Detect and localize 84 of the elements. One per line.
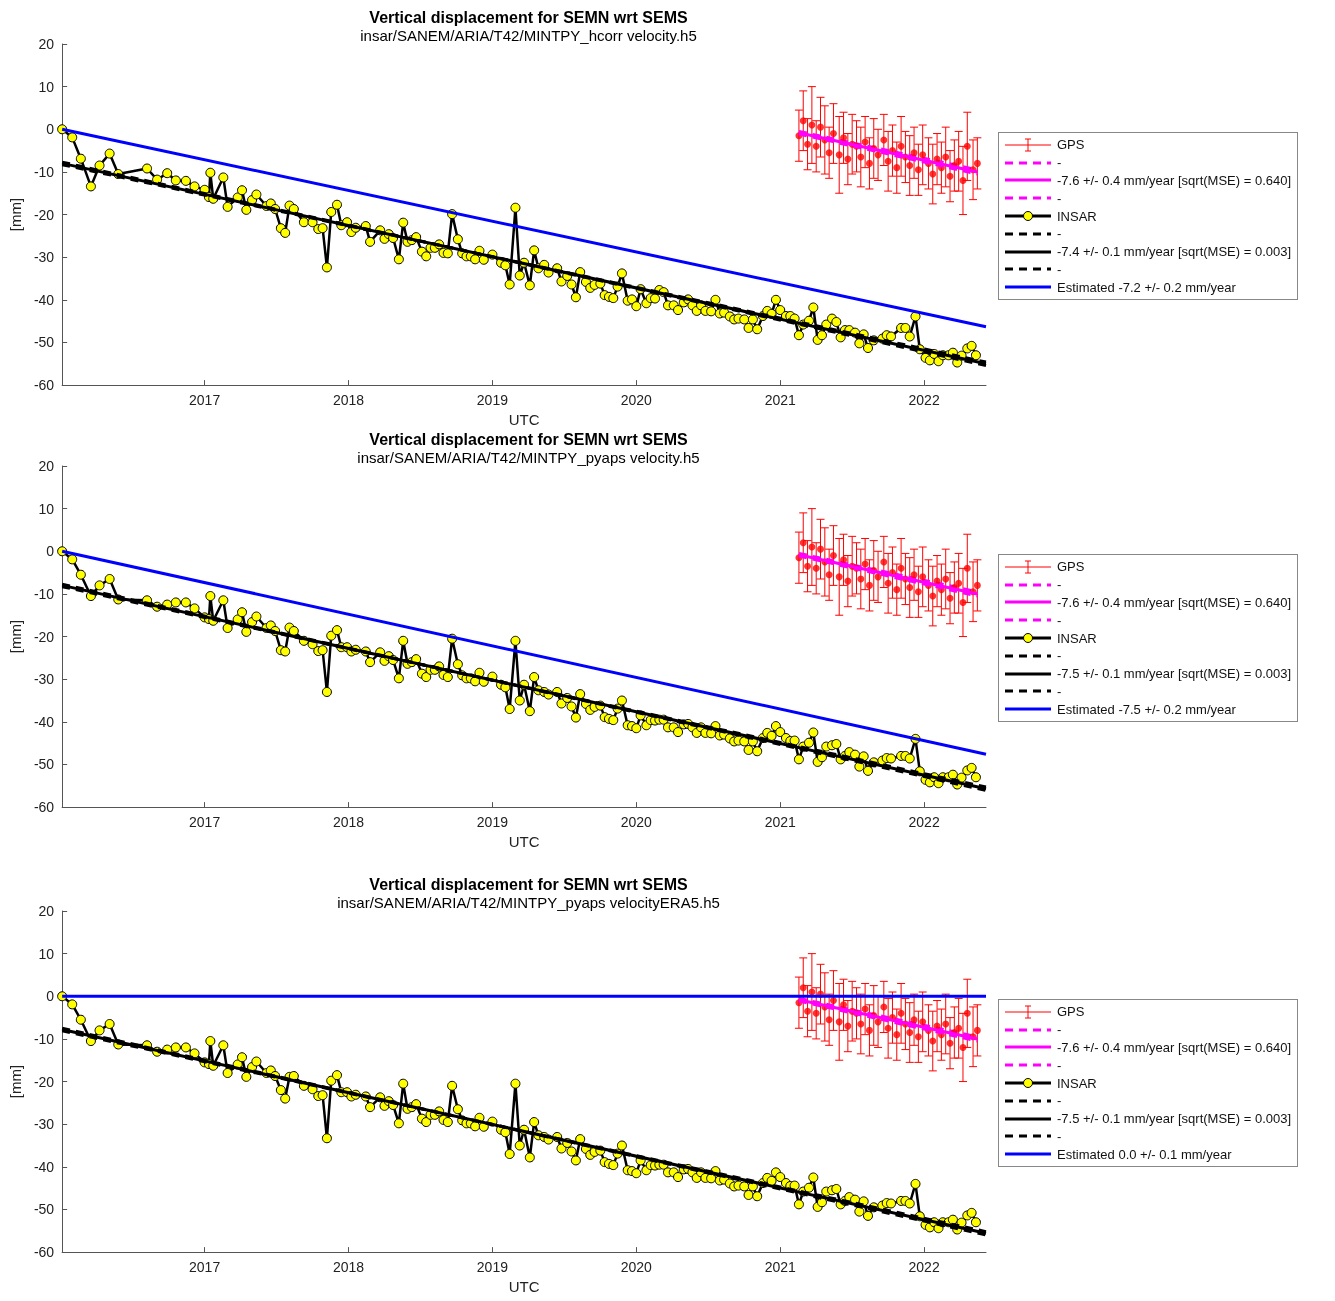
y-tick-label: -20 (33, 1073, 55, 1090)
y-tick-label: -10 (33, 1030, 55, 1047)
legend-label: GPS (1057, 1004, 1085, 1020)
y-axis-title: [mm] (7, 197, 24, 232)
legend-label: - (1057, 577, 1062, 593)
chart-title: Vertical displacement for SEMN wrt SEMS (369, 430, 688, 448)
x-axis-title: UTC (508, 411, 540, 428)
x-tick-label: 2018 (332, 814, 365, 831)
legend-label: - (1057, 226, 1062, 242)
x-tick-label: 2018 (332, 392, 365, 409)
y-tick-label: -40 (33, 1158, 55, 1175)
x-tick-label: 2019 (476, 392, 509, 409)
y-tick-label: -50 (33, 334, 55, 351)
y-tick-label: -30 (33, 671, 55, 688)
chart-subtitle: insar/SANEM/ARIA/T42/MINTPY_pyaps velocity.h5 (357, 449, 700, 466)
x-tick-label: 2021 (764, 1259, 796, 1276)
y-tick-label: -10 (33, 163, 55, 180)
legend-label: - (1057, 1128, 1062, 1144)
y-tick-label: -50 (33, 1201, 55, 1218)
y-tick-label: 0 (46, 543, 55, 560)
y-tick-label: 10 (38, 500, 55, 517)
legend-label: -7.6 +/- 0.4 mm/year [sqrt(MSE) = 0.640] (1057, 1039, 1292, 1055)
x-tick-label: 2020 (620, 814, 653, 831)
legend-label: - (1057, 155, 1062, 171)
y-tick-label: 10 (38, 78, 55, 95)
x-tick-label: 2018 (332, 1259, 365, 1276)
legend-label: - (1057, 1057, 1062, 1073)
chart-title: Vertical displacement for SEMN wrt SEMS (369, 875, 688, 893)
legend-label: Estimated -7.2 +/- 0.2 mm/year (1057, 279, 1236, 295)
x-tick-label: 2020 (620, 1259, 653, 1276)
y-tick-label: -30 (33, 249, 55, 266)
legend-label: Estimated 0.0 +/- 0.1 mm/year (1057, 1146, 1232, 1162)
y-axis-title: [mm] (7, 1064, 24, 1099)
y-tick-label: -60 (33, 377, 55, 394)
x-tick-label: 2017 (189, 1259, 221, 1276)
x-tick-label: 2022 (908, 1259, 940, 1276)
y-tick-label: -20 (33, 628, 55, 645)
legend-label: INSAR (1057, 208, 1097, 224)
x-tick-label: 2020 (620, 392, 653, 409)
y-tick-label: -40 (33, 291, 55, 308)
y-tick-label: -40 (33, 713, 55, 730)
chart-subtitle: insar/SANEM/ARIA/T42/MINTPY_hcorr velocity.h5 (360, 27, 697, 44)
legend-label: - (1057, 1022, 1062, 1038)
chart-subtitle: insar/SANEM/ARIA/T42/MINTPY_pyaps velocityERA5.h5 (337, 894, 720, 911)
legend-label: - (1057, 190, 1062, 206)
x-tick-label: 2021 (764, 814, 796, 831)
legend-label: - (1057, 1093, 1062, 1109)
x-tick-label: 2017 (189, 392, 221, 409)
y-axis-title: [mm] (7, 619, 24, 654)
legend-label: -7.6 +/- 0.4 mm/year [sqrt(MSE) = 0.640] (1057, 594, 1292, 610)
y-tick-label: -10 (33, 585, 55, 602)
y-tick-label: -60 (33, 1244, 55, 1261)
y-tick-label: -20 (33, 206, 55, 223)
legend-label: INSAR (1057, 630, 1097, 646)
x-axis-title: UTC (508, 1278, 540, 1295)
legend-label: - (1057, 612, 1062, 628)
y-tick-label: 0 (46, 988, 55, 1005)
y-tick-label: -50 (33, 756, 55, 773)
y-tick-label: 20 (38, 903, 55, 919)
y-tick-label: 20 (38, 458, 55, 474)
legend-label: -7.5 +/- 0.1 mm/year [sqrt(MSE) = 0.003] (1057, 666, 1292, 682)
legend-label: -7.5 +/- 0.1 mm/year [sqrt(MSE) = 0.003] (1057, 1111, 1292, 1127)
legend-label: GPS (1057, 559, 1085, 575)
legend-label: INSAR (1057, 1075, 1097, 1091)
legend-label: -7.4 +/- 0.1 mm/year [sqrt(MSE) = 0.003] (1057, 244, 1292, 260)
legend-label: - (1057, 683, 1062, 699)
y-tick-label: 10 (38, 945, 55, 962)
legend-label: -7.6 +/- 0.4 mm/year [sqrt(MSE) = 0.640] (1057, 172, 1292, 188)
x-tick-label: 2022 (908, 814, 940, 831)
y-tick-label: -60 (33, 799, 55, 816)
legend-label: Estimated -7.5 +/- 0.2 mm/year (1057, 701, 1236, 717)
chart-title: Vertical displacement for SEMN wrt SEMS (369, 8, 688, 26)
y-tick-label: 20 (38, 36, 55, 52)
x-axis-title: UTC (508, 833, 540, 850)
x-tick-label: 2021 (764, 392, 796, 409)
legend-label: - (1057, 261, 1062, 277)
legend-label: - (1057, 648, 1062, 664)
y-tick-label: -30 (33, 1116, 55, 1133)
x-tick-label: 2022 (908, 392, 940, 409)
x-tick-label: 2019 (476, 814, 509, 831)
legend-label: GPS (1057, 137, 1085, 153)
x-tick-label: 2017 (189, 814, 221, 831)
x-tick-label: 2019 (476, 1259, 509, 1276)
y-tick-label: 0 (46, 121, 55, 138)
